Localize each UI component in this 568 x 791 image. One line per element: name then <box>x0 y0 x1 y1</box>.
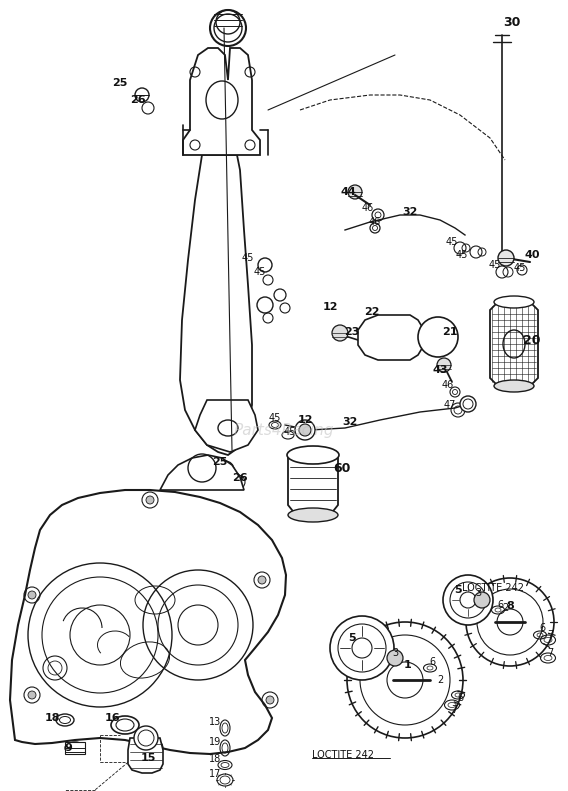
Text: 1: 1 <box>404 660 412 670</box>
Text: 5: 5 <box>348 633 356 643</box>
Polygon shape <box>358 315 424 360</box>
Circle shape <box>266 696 274 704</box>
Circle shape <box>151 744 159 752</box>
Text: 45: 45 <box>269 413 281 423</box>
Text: 25: 25 <box>212 457 228 467</box>
Ellipse shape <box>288 508 338 522</box>
Text: LOCTITE 242: LOCTITE 242 <box>312 750 374 760</box>
Polygon shape <box>183 48 260 155</box>
Text: 40: 40 <box>524 250 540 260</box>
Text: LOCTITE 242: LOCTITE 242 <box>462 583 524 593</box>
Circle shape <box>443 575 493 625</box>
Text: 7: 7 <box>547 648 553 658</box>
Text: 45: 45 <box>446 237 458 247</box>
Text: 9: 9 <box>64 743 72 753</box>
Text: 45: 45 <box>514 263 526 273</box>
Circle shape <box>146 496 154 504</box>
Text: 5: 5 <box>454 585 462 595</box>
Text: 2: 2 <box>437 675 443 685</box>
Circle shape <box>274 289 286 301</box>
Circle shape <box>258 576 266 584</box>
Text: 7: 7 <box>451 705 457 715</box>
Text: 30: 30 <box>503 16 521 28</box>
Text: 43: 43 <box>432 365 448 375</box>
Text: 12: 12 <box>297 415 313 425</box>
Text: 45: 45 <box>489 260 501 270</box>
Circle shape <box>474 592 490 608</box>
Text: 21: 21 <box>442 327 458 337</box>
Circle shape <box>466 578 554 666</box>
Text: 46: 46 <box>369 217 381 227</box>
Text: 6: 6 <box>497 600 503 610</box>
Circle shape <box>330 616 394 680</box>
Circle shape <box>135 88 149 102</box>
Circle shape <box>348 185 362 199</box>
Circle shape <box>216 461 234 479</box>
Text: 18: 18 <box>44 713 60 723</box>
Polygon shape <box>490 302 538 386</box>
Text: 6: 6 <box>457 693 463 703</box>
Text: 45: 45 <box>456 250 468 260</box>
Circle shape <box>387 650 403 666</box>
Circle shape <box>332 325 348 341</box>
Text: 46: 46 <box>362 203 374 213</box>
Text: 16: 16 <box>104 713 120 723</box>
Circle shape <box>295 420 315 440</box>
Text: Parts4Racing: Parts4Racing <box>234 422 334 437</box>
Circle shape <box>498 250 514 266</box>
Text: 44: 44 <box>340 187 356 197</box>
Text: 7: 7 <box>547 630 553 640</box>
Circle shape <box>28 691 36 699</box>
Text: 3: 3 <box>392 648 398 658</box>
Polygon shape <box>288 455 338 515</box>
Circle shape <box>220 465 230 475</box>
Circle shape <box>418 317 458 357</box>
Text: 12: 12 <box>322 302 338 312</box>
Text: 6: 6 <box>429 657 435 667</box>
Ellipse shape <box>111 716 139 734</box>
Ellipse shape <box>494 380 534 392</box>
Circle shape <box>385 327 405 347</box>
Circle shape <box>460 396 476 412</box>
Circle shape <box>210 10 246 46</box>
Text: 26: 26 <box>232 473 248 483</box>
Text: 26: 26 <box>130 95 146 105</box>
Text: 15: 15 <box>140 753 156 763</box>
Text: 6: 6 <box>539 623 545 633</box>
Circle shape <box>258 258 272 272</box>
Polygon shape <box>128 738 163 773</box>
Text: 32: 32 <box>343 417 358 427</box>
Text: 23: 23 <box>344 327 360 337</box>
Circle shape <box>299 424 311 436</box>
Text: 8: 8 <box>506 601 514 611</box>
Ellipse shape <box>494 296 534 308</box>
Text: 18: 18 <box>209 754 221 764</box>
Text: 20: 20 <box>523 334 541 346</box>
Text: 2: 2 <box>502 603 508 613</box>
Polygon shape <box>160 455 244 490</box>
Circle shape <box>28 591 36 599</box>
Text: 32: 32 <box>402 207 417 217</box>
Text: 3: 3 <box>475 588 481 598</box>
Text: 45: 45 <box>284 427 296 437</box>
Text: 19: 19 <box>209 737 221 747</box>
Text: 25: 25 <box>112 78 128 88</box>
Ellipse shape <box>287 446 339 464</box>
Polygon shape <box>180 155 252 455</box>
Polygon shape <box>195 400 258 452</box>
Text: 47: 47 <box>444 400 456 410</box>
Polygon shape <box>10 490 286 754</box>
Bar <box>65 742 85 754</box>
Text: 45: 45 <box>254 267 266 277</box>
Text: 60: 60 <box>333 461 350 475</box>
Text: 46: 46 <box>442 380 454 390</box>
Circle shape <box>347 622 463 738</box>
Circle shape <box>134 726 158 750</box>
Circle shape <box>437 358 451 372</box>
Text: 17: 17 <box>209 769 221 779</box>
Text: 22: 22 <box>364 307 380 317</box>
Text: 45: 45 <box>242 253 254 263</box>
Text: 13: 13 <box>209 717 221 727</box>
